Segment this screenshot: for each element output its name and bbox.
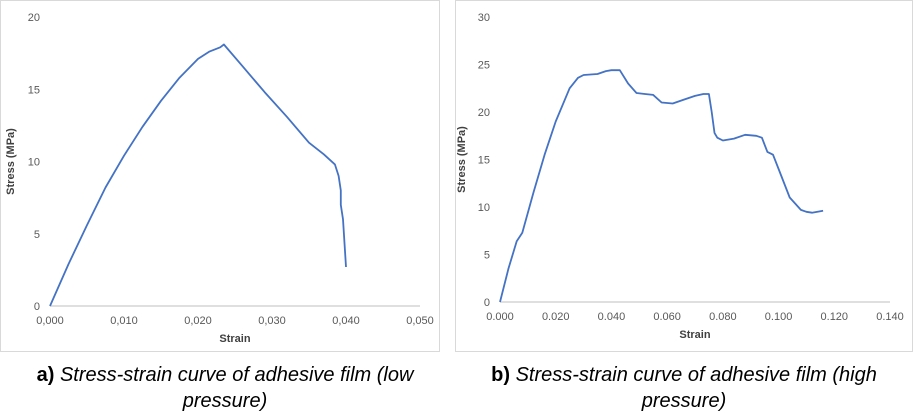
- x-axis-title: Strain: [219, 333, 250, 345]
- x-tick-label: 0.140: [876, 311, 904, 323]
- caption-b: b) Stress-strain curve of adhesive film …: [455, 362, 913, 414]
- caption-a-text: Stress-strain curve of adhesive film (lo…: [59, 364, 414, 412]
- chart-frame-b: [455, 0, 913, 352]
- x-tick-label: 0.040: [598, 311, 626, 323]
- chart-frame-a: [0, 0, 440, 352]
- y-axis-title: Stress (MPa): [5, 128, 17, 195]
- y-tick-label: 25: [478, 60, 490, 72]
- x-axis-title: Strain: [679, 329, 710, 341]
- caption-a: a) Stress-strain curve of adhesive film …: [10, 362, 440, 414]
- x-tick-label: 0,040: [332, 315, 360, 327]
- y-tick-label: 20: [478, 107, 490, 119]
- y-tick-label: 5: [484, 250, 490, 262]
- x-tick-label: 0,000: [36, 315, 64, 327]
- x-tick-label: 0,030: [258, 315, 286, 327]
- x-tick-label: 0.020: [542, 311, 570, 323]
- series-line: [499, 69, 824, 303]
- y-tick-label: 5: [34, 229, 40, 241]
- y-tick-label: 15: [28, 84, 40, 96]
- y-axis-title: Stress (MPa): [456, 126, 468, 193]
- x-tick-label: 0,010: [110, 315, 138, 327]
- x-tick-label: 0,020: [184, 315, 212, 327]
- x-tick-label: 0,050: [406, 315, 434, 327]
- x-tick-label: 0.080: [709, 311, 737, 323]
- y-tick-label: 10: [478, 202, 490, 214]
- y-tick-label: 20: [28, 12, 40, 24]
- series-line: [49, 43, 347, 307]
- x-tick-label: 0.060: [653, 311, 681, 323]
- x-tick-label: 0.120: [821, 311, 849, 323]
- x-tick-label: 0.100: [765, 311, 793, 323]
- y-tick-label: 30: [478, 12, 490, 24]
- caption-b-text: Stress-strain curve of adhesive film (hi…: [515, 364, 877, 412]
- y-tick-label: 0: [484, 297, 490, 309]
- y-tick-label: 0: [34, 301, 40, 313]
- chart-panel-a: 0 5 10 15 20 0,000 0,010 0,020 0,030 0,040 0,050 St…: [0, 0, 450, 417]
- caption-a-label: a): [36, 364, 55, 386]
- chart-a: 0 5 10 15 20 0,000 0,010 0,020 0,030 0,040 0,050 St…: [5, 12, 434, 345]
- chart-panel-b: 0 5 10 15 20 25 30 0.000 0.020 0.040 0.060 0.080 0.1…: [455, 0, 915, 417]
- y-tick-label: 15: [478, 155, 490, 167]
- y-tick-label: 10: [28, 157, 40, 169]
- chart-b: 0 5 10 15 20 25 30 0.000 0.020 0.040 0.060 0.080 0.1…: [456, 12, 904, 341]
- caption-b-label: b): [491, 364, 511, 386]
- x-tick-label: 0.000: [486, 311, 514, 323]
